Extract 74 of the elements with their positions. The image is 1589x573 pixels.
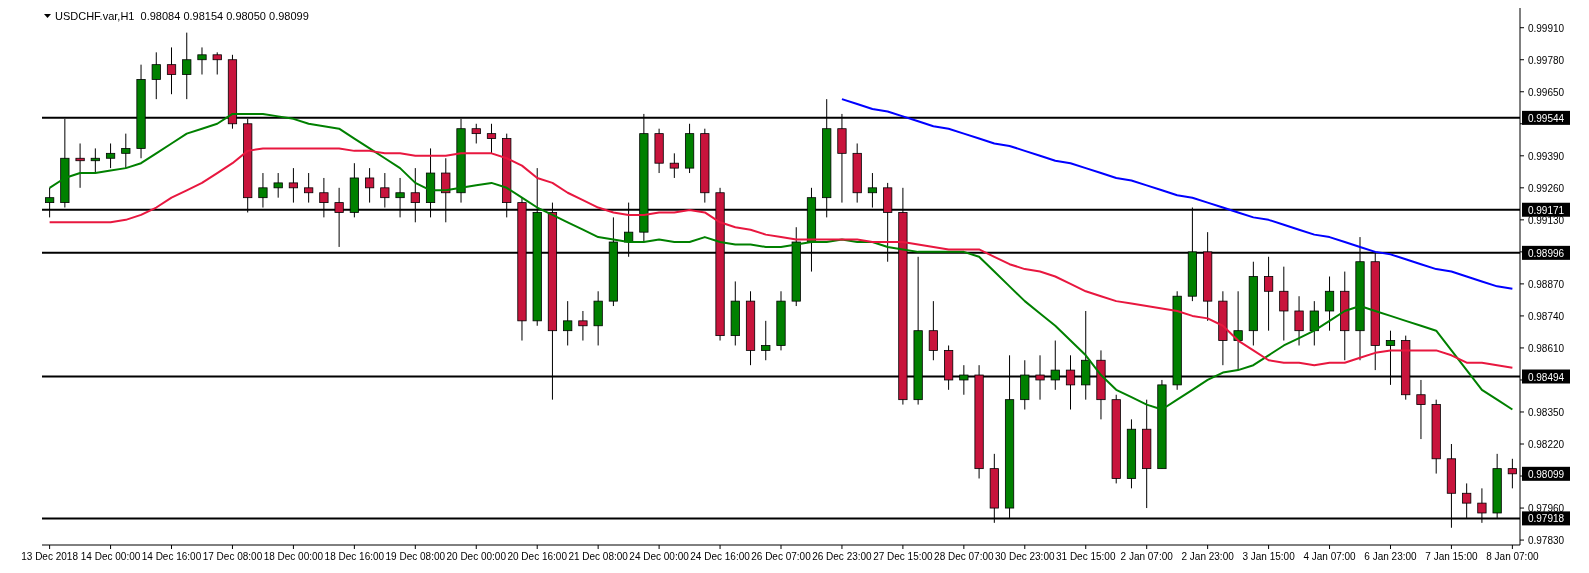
y-tick-label: 0.99260 (1527, 182, 1565, 194)
candlestick (1309, 300, 1319, 346)
x-tick-label: 2 Jan 07:00 (1120, 551, 1174, 562)
x-tick-label: 14 Dec 00:00 (80, 551, 141, 562)
y-tick-label: 0.99390 (1527, 150, 1565, 162)
candlestick (761, 320, 771, 361)
candlestick (1507, 458, 1517, 489)
candlestick (928, 300, 938, 361)
candlestick (90, 147, 100, 174)
y-tick-label: 0.97830 (1527, 535, 1565, 547)
candlestick (1279, 266, 1289, 342)
candlestick (75, 142, 85, 189)
candlestick (563, 300, 573, 346)
ref-line-label: 0.98996 (1527, 247, 1565, 259)
candlestick (669, 152, 679, 179)
y-tick-label: 0.98610 (1527, 342, 1565, 354)
candlestick (1294, 295, 1304, 346)
y-tick-label: 0.99910 (1527, 22, 1565, 34)
x-tick-label: 24 Dec 16:00 (690, 551, 751, 562)
x-tick-label: 20 Dec 00:00 (446, 551, 507, 562)
ref-line-label: 0.98494 (1527, 371, 1565, 383)
x-tick-label: 30 Dec 23:00 (995, 551, 1055, 562)
line-series (840, 98, 1514, 290)
y-tick-label: 0.99130 (1527, 214, 1565, 226)
line-series (48, 147, 1514, 369)
candlestick (365, 167, 375, 204)
x-tick-label: 21 Dec 08:00 (568, 551, 629, 562)
candlestick (151, 51, 161, 100)
x-tick-label: 26 Dec 07:00 (751, 551, 812, 562)
x-tick-label: 8 Jan 07:00 (1486, 551, 1539, 562)
x-tick-label: 2 Jan 23:00 (1181, 551, 1235, 562)
y-tick-label: 0.99780 (1527, 54, 1565, 66)
ref-line-label: 0.99171 (1527, 204, 1565, 216)
x-tick-label: 4 Jan 07:00 (1303, 551, 1357, 562)
candlestick (578, 310, 588, 342)
candlestick (1264, 256, 1274, 332)
candlestick (288, 167, 298, 204)
x-tick-label: 31 Dec 15:00 (1055, 551, 1116, 562)
ref-line-label: 0.99544 (1527, 112, 1565, 124)
candlestick (273, 172, 283, 199)
candlestick (166, 46, 177, 95)
x-tick-label: 20 Dec 16:00 (507, 551, 568, 562)
y-tick-label: 0.99650 (1527, 86, 1565, 98)
candlestick (1324, 276, 1335, 332)
x-tick-label: 18 Dec 00:00 (263, 551, 324, 562)
y-tick-label: 0.98350 (1527, 406, 1565, 418)
y-tick-label: 0.98870 (1527, 278, 1565, 290)
x-tick-label: 17 Dec 08:00 (202, 551, 263, 562)
x-tick-label: 24 Dec 00:00 (629, 551, 690, 562)
candlestick (121, 133, 131, 169)
x-tick-label: 28 Dec 07:00 (934, 551, 995, 562)
y-tick-label: 0.98740 (1527, 310, 1565, 322)
x-tick-label: 14 Dec 16:00 (141, 551, 202, 562)
candlestick (304, 172, 314, 204)
x-tick-label: 27 Dec 15:00 (873, 551, 934, 562)
candlestick (182, 32, 192, 100)
candlestick (471, 123, 481, 144)
candlestick (1416, 379, 1426, 440)
ref-line-label: 0.97918 (1527, 513, 1565, 525)
x-tick-label: 13 Dec 2018 (21, 551, 79, 562)
candlestick (197, 46, 207, 76)
candlestick (1233, 290, 1243, 371)
candlestick (212, 51, 222, 76)
candlestick (105, 142, 116, 169)
y-tick-label: 0.98220 (1527, 439, 1565, 450)
x-tick-label: 3 Jan 15:00 (1242, 551, 1296, 562)
x-tick-label: 26 Dec 23:00 (812, 551, 873, 562)
x-tick-label: 6 Jan 23:00 (1364, 551, 1418, 562)
text: 0.98099 (1527, 468, 1565, 480)
x-tick-label: 18 Dec 16:00 (324, 551, 385, 562)
x-tick-label: 7 Jan 15:00 (1425, 551, 1478, 562)
candlestick (486, 123, 497, 154)
chart-title: USDCHF.var,H1 0.98084 0.98154 0.98050 0.98099 (55, 10, 309, 22)
x-tick-label: 19 Dec 08:00 (385, 551, 446, 562)
